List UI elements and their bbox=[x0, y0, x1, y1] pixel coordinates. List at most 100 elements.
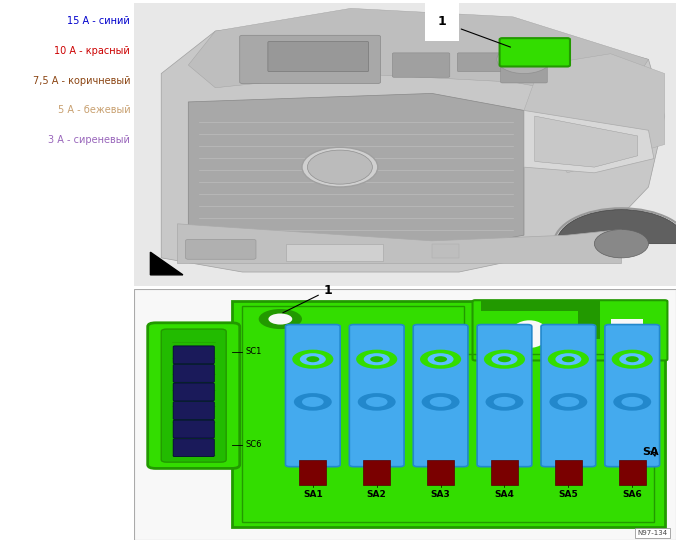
Polygon shape bbox=[161, 17, 665, 272]
Circle shape bbox=[306, 356, 319, 362]
Circle shape bbox=[358, 393, 396, 411]
Circle shape bbox=[562, 356, 575, 362]
Polygon shape bbox=[151, 252, 183, 275]
Polygon shape bbox=[178, 224, 621, 264]
Circle shape bbox=[484, 350, 525, 369]
Circle shape bbox=[550, 393, 587, 411]
Circle shape bbox=[498, 356, 511, 362]
FancyBboxPatch shape bbox=[173, 439, 215, 457]
FancyBboxPatch shape bbox=[173, 364, 215, 382]
Text: SA: SA bbox=[643, 447, 659, 457]
FancyBboxPatch shape bbox=[173, 420, 215, 438]
Wedge shape bbox=[556, 210, 681, 244]
FancyBboxPatch shape bbox=[605, 325, 660, 467]
FancyBboxPatch shape bbox=[501, 53, 548, 83]
FancyBboxPatch shape bbox=[240, 35, 381, 84]
Circle shape bbox=[428, 353, 454, 365]
Circle shape bbox=[302, 147, 378, 187]
FancyBboxPatch shape bbox=[173, 383, 215, 401]
Polygon shape bbox=[188, 8, 648, 102]
Text: SA4: SA4 bbox=[494, 490, 514, 500]
FancyBboxPatch shape bbox=[173, 402, 215, 420]
Text: 2: 2 bbox=[616, 332, 620, 338]
Text: 1: 1 bbox=[283, 284, 332, 313]
Circle shape bbox=[626, 356, 639, 362]
Circle shape bbox=[356, 354, 400, 374]
Bar bbox=[363, 460, 390, 485]
FancyBboxPatch shape bbox=[173, 346, 215, 364]
Circle shape bbox=[307, 150, 373, 184]
Text: SA6: SA6 bbox=[622, 490, 642, 500]
FancyBboxPatch shape bbox=[500, 38, 570, 66]
Circle shape bbox=[366, 359, 390, 370]
Circle shape bbox=[300, 353, 326, 365]
Circle shape bbox=[497, 45, 551, 73]
Circle shape bbox=[612, 350, 653, 369]
Text: 5 А - бежевый: 5 А - бежевый bbox=[57, 105, 130, 116]
Circle shape bbox=[494, 397, 516, 407]
Bar bbox=[578, 301, 600, 339]
Text: SC1: SC1 bbox=[245, 347, 262, 356]
Ellipse shape bbox=[511, 320, 548, 348]
Circle shape bbox=[434, 356, 447, 362]
Polygon shape bbox=[232, 301, 665, 528]
Text: 3 А - сиреневый: 3 А - сиреневый bbox=[48, 135, 130, 145]
Bar bbox=[619, 460, 646, 485]
FancyBboxPatch shape bbox=[285, 325, 340, 467]
Bar bbox=[432, 244, 459, 258]
Circle shape bbox=[422, 393, 460, 411]
Text: SA2: SA2 bbox=[367, 490, 387, 500]
FancyBboxPatch shape bbox=[392, 53, 449, 77]
Polygon shape bbox=[524, 111, 654, 173]
Text: SA5: SA5 bbox=[558, 490, 578, 500]
Circle shape bbox=[486, 393, 524, 411]
Circle shape bbox=[366, 397, 387, 407]
FancyBboxPatch shape bbox=[161, 329, 226, 462]
Circle shape bbox=[370, 356, 383, 362]
Circle shape bbox=[558, 397, 579, 407]
Polygon shape bbox=[524, 54, 665, 173]
Bar bbox=[299, 460, 326, 485]
FancyBboxPatch shape bbox=[349, 325, 404, 467]
FancyBboxPatch shape bbox=[186, 239, 256, 259]
Circle shape bbox=[259, 309, 302, 329]
Circle shape bbox=[420, 350, 461, 369]
Circle shape bbox=[614, 393, 651, 411]
Circle shape bbox=[292, 350, 334, 369]
Circle shape bbox=[302, 397, 323, 407]
Text: N97-134: N97-134 bbox=[637, 530, 667, 536]
Text: 1: 1 bbox=[437, 15, 511, 47]
Text: 7,5 А - коричневый: 7,5 А - коричневый bbox=[33, 76, 130, 86]
FancyBboxPatch shape bbox=[473, 300, 667, 361]
FancyBboxPatch shape bbox=[541, 325, 596, 467]
Circle shape bbox=[430, 397, 452, 407]
Circle shape bbox=[364, 353, 390, 365]
Text: 15 А - синий: 15 А - синий bbox=[67, 16, 130, 26]
Bar bbox=[491, 460, 518, 485]
Circle shape bbox=[621, 397, 643, 407]
Circle shape bbox=[619, 353, 645, 365]
Circle shape bbox=[556, 353, 582, 365]
Circle shape bbox=[268, 314, 292, 325]
Polygon shape bbox=[535, 116, 637, 167]
Bar bbox=[555, 460, 582, 485]
Circle shape bbox=[356, 350, 397, 369]
Circle shape bbox=[492, 353, 518, 365]
Circle shape bbox=[294, 393, 332, 411]
Text: SA1: SA1 bbox=[303, 490, 323, 500]
FancyBboxPatch shape bbox=[268, 42, 368, 72]
Text: SA3: SA3 bbox=[430, 490, 450, 500]
Bar bbox=[481, 301, 589, 312]
Bar bbox=[427, 460, 454, 485]
Polygon shape bbox=[188, 93, 524, 252]
Circle shape bbox=[548, 350, 589, 369]
Text: SC6: SC6 bbox=[245, 440, 262, 449]
Bar bbox=[373, 382, 400, 394]
Text: 10 А - красный: 10 А - красный bbox=[54, 46, 130, 56]
Circle shape bbox=[595, 230, 648, 258]
FancyBboxPatch shape bbox=[413, 325, 468, 467]
FancyBboxPatch shape bbox=[458, 53, 504, 72]
Bar bbox=[611, 319, 643, 332]
FancyBboxPatch shape bbox=[148, 323, 240, 468]
Bar bbox=[286, 244, 383, 261]
